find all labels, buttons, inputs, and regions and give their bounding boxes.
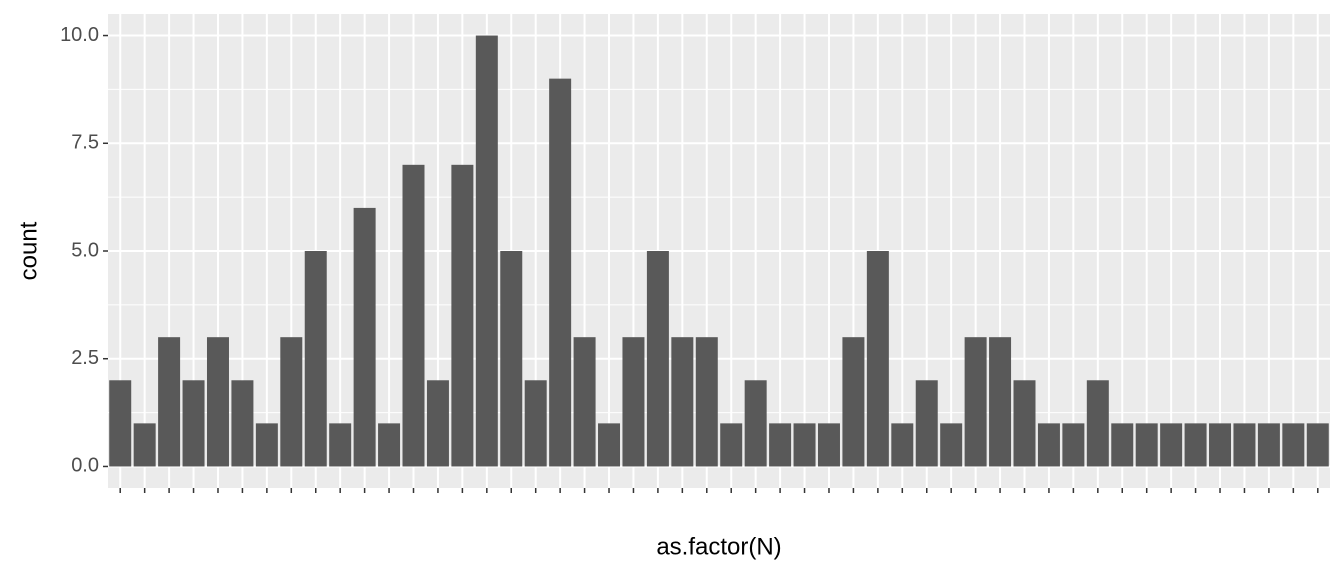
bar: [1037, 423, 1060, 467]
bar: [1013, 380, 1036, 467]
bar: [915, 380, 938, 467]
bar: [1209, 423, 1232, 467]
bar: [769, 423, 792, 467]
bar: [255, 423, 278, 467]
bar: [720, 423, 743, 467]
bar: [402, 164, 425, 467]
bar: [451, 164, 474, 467]
y-tick-label: 2.5: [71, 347, 99, 369]
bar: [842, 337, 865, 467]
y-tick-label: 5.0: [71, 239, 99, 261]
bar: [940, 423, 963, 467]
y-axis-title: count: [15, 221, 42, 280]
bar: [964, 337, 987, 467]
bar: [109, 380, 132, 467]
bar: [158, 337, 181, 467]
bar: [280, 337, 303, 467]
bar: [817, 423, 840, 467]
bar: [524, 380, 547, 467]
bar: [500, 251, 523, 467]
bar: [989, 337, 1012, 467]
bar: [744, 380, 767, 467]
bar: [866, 251, 889, 467]
y-tick-label: 0.0: [71, 455, 99, 477]
bar: [1062, 423, 1085, 467]
bar: [231, 380, 254, 467]
bar: [475, 35, 498, 467]
bar: [133, 423, 156, 467]
bar: [304, 251, 327, 467]
bar: [622, 337, 645, 467]
bar: [695, 337, 718, 467]
bar: [1257, 423, 1280, 467]
bar: [549, 78, 572, 467]
bar: [182, 380, 205, 467]
bar: [671, 337, 694, 467]
x-axis-title: as.factor(N): [656, 533, 781, 560]
bar: [426, 380, 449, 467]
bar: [1233, 423, 1256, 467]
bar: [1111, 423, 1134, 467]
y-tick-label: 7.5: [71, 132, 99, 154]
bar: [353, 207, 376, 467]
bar: [1184, 423, 1207, 467]
bar: [1306, 423, 1329, 467]
bar: [329, 423, 352, 467]
bar: [793, 423, 816, 467]
bar: [891, 423, 914, 467]
bar: [206, 337, 229, 467]
y-tick-label: 10.0: [60, 24, 99, 46]
bar: [378, 423, 401, 467]
bar: [598, 423, 621, 467]
bar: [573, 337, 596, 467]
bar: [1086, 380, 1109, 467]
bar: [1160, 423, 1183, 467]
bar: [646, 251, 669, 467]
bar: [1135, 423, 1158, 467]
bar: [1282, 423, 1305, 467]
